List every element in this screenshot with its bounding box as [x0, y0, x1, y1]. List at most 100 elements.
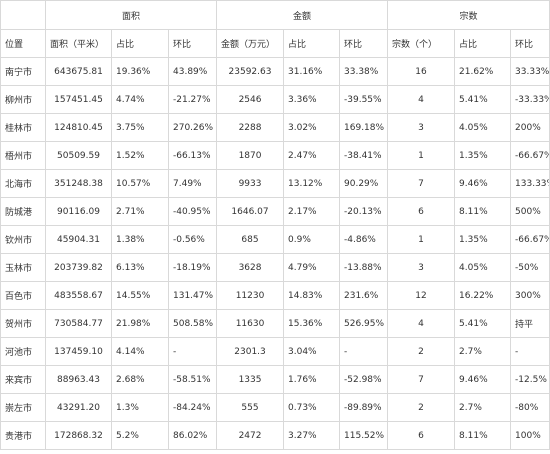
value-cell: 9933 — [216, 169, 285, 198]
value-cell: 3 — [387, 253, 456, 282]
table-row: 百色市 483558.67 14.55% 131.47% 11230 14.83% 231.… — [0, 281, 550, 310]
value-cell: -13.88% — [339, 253, 389, 282]
value-cell: 33.33% — [510, 57, 550, 86]
value-cell: -4.86% — [339, 225, 389, 254]
value-cell: -58.51% — [167, 365, 218, 394]
value-cell: -39.55% — [339, 85, 389, 114]
value-cell: 1.52% — [111, 141, 169, 170]
value-cell: -66.67% — [510, 225, 550, 254]
value-cell: 50509.59 — [45, 141, 112, 170]
value-cell: 1646.07 — [216, 197, 285, 226]
header-amount: 金额（万元） — [216, 29, 285, 58]
value-cell: 4.05% — [454, 113, 512, 142]
value-cell: -12.5% — [510, 365, 550, 394]
value-cell: 500% — [510, 197, 550, 226]
value-cell: 526.95% — [339, 309, 389, 338]
value-cell: 270.26% — [167, 113, 218, 142]
header-area-change: 环比 — [167, 29, 218, 58]
group-header-amount: 金额 — [216, 0, 389, 30]
value-cell: -66.67% — [510, 141, 550, 170]
value-cell: 351248.38 — [45, 169, 112, 198]
city-cell: 防城港 — [0, 197, 46, 226]
header-count-share: 占比 — [454, 29, 512, 58]
table-row: 北海市 351248.38 10.57% 7.49% 9933 13.12% 90.29% 7… — [0, 169, 550, 198]
city-cell: 崇左市 — [0, 393, 46, 422]
value-cell: 23592.63 — [216, 57, 285, 86]
value-cell: 1.35% — [454, 141, 512, 170]
value-cell: 5.41% — [454, 85, 512, 114]
value-cell: 0.9% — [283, 225, 341, 254]
city-cell: 柳州市 — [0, 85, 46, 114]
city-cell: 贺州市 — [0, 309, 46, 338]
value-cell: -21.27% — [167, 85, 218, 114]
header-area-share: 占比 — [111, 29, 169, 58]
value-cell: 2 — [387, 337, 456, 366]
value-cell: 157451.45 — [45, 85, 112, 114]
value-cell: 1.3% — [111, 393, 169, 422]
value-cell: 16.22% — [454, 281, 512, 310]
table-row: 梧州市 50509.59 1.52% -66.13% 1870 2.47% -38.41% 1… — [0, 141, 550, 170]
value-cell: 90.29% — [339, 169, 389, 198]
city-cell: 贵港市 — [0, 421, 46, 450]
value-cell: 3.36% — [283, 85, 341, 114]
value-cell: 169.18% — [339, 113, 389, 142]
value-cell: 7 — [387, 365, 456, 394]
value-cell: -38.41% — [339, 141, 389, 170]
value-cell: 3.02% — [283, 113, 341, 142]
value-cell: 6 — [387, 421, 456, 450]
value-cell: - — [510, 337, 550, 366]
header-count-change: 环比 — [510, 29, 550, 58]
value-cell: -66.13% — [167, 141, 218, 170]
value-cell: 持平 — [510, 309, 550, 338]
value-cell: 3.27% — [283, 421, 341, 450]
table-row: 来宾市 88963.43 2.68% -58.51% 1335 1.76% -52.98% 7… — [0, 365, 550, 394]
value-cell: 3 — [387, 113, 456, 142]
value-cell: 643675.81 — [45, 57, 112, 86]
table-row: 防城港 90116.09 2.71% -40.95% 1646.07 2.17% -20.1… — [0, 197, 550, 226]
table-row: 玉林市 203739.82 6.13% -18.19% 3628 4.79% -13.88%… — [0, 253, 550, 282]
value-cell: 2.17% — [283, 197, 341, 226]
city-cell: 来宾市 — [0, 365, 46, 394]
value-cell: 100% — [510, 421, 550, 450]
value-cell: 16 — [387, 57, 456, 86]
value-cell: 86.02% — [167, 421, 218, 450]
city-cell: 百色市 — [0, 281, 46, 310]
value-cell: 13.12% — [283, 169, 341, 198]
value-cell: 203739.82 — [45, 253, 112, 282]
value-cell: 2472 — [216, 421, 285, 450]
value-cell: 483558.67 — [45, 281, 112, 310]
corner-cell — [0, 0, 46, 30]
city-cell: 梧州市 — [0, 141, 46, 170]
value-cell: 4 — [387, 85, 456, 114]
value-cell: 12 — [387, 281, 456, 310]
value-cell: -50% — [510, 253, 550, 282]
value-cell: 3628 — [216, 253, 285, 282]
value-cell: 300% — [510, 281, 550, 310]
header-count: 宗数（个） — [387, 29, 456, 58]
value-cell: 4 — [387, 309, 456, 338]
value-cell: 2.7% — [454, 393, 512, 422]
value-cell: 2.71% — [111, 197, 169, 226]
value-cell: 3.04% — [283, 337, 341, 366]
table-row: 贺州市 730584.77 21.98% 508.58% 11630 15.36% 526.… — [0, 309, 550, 338]
value-cell: -0.56% — [167, 225, 218, 254]
value-cell: -40.95% — [167, 197, 218, 226]
value-cell: 2.7% — [454, 337, 512, 366]
value-cell: 1870 — [216, 141, 285, 170]
value-cell: 4.14% — [111, 337, 169, 366]
table-row: 河池市 137459.10 4.14% -2301.3 3.04% -2 2.7% - — [0, 337, 550, 366]
table-row: 崇左市 43291.20 1.3% -84.24% 555 0.73% -89.89% 2 2.… — [0, 393, 550, 422]
value-cell: 133.33% — [510, 169, 550, 198]
value-cell: 90116.09 — [45, 197, 112, 226]
value-cell: 4.05% — [454, 253, 512, 282]
value-cell: 200% — [510, 113, 550, 142]
value-cell: - — [339, 337, 389, 366]
value-cell: 8.11% — [454, 197, 512, 226]
value-cell: -33.33% — [510, 85, 550, 114]
value-cell: 1.38% — [111, 225, 169, 254]
value-cell: 5.2% — [111, 421, 169, 450]
value-cell: 88963.43 — [45, 365, 112, 394]
city-cell: 钦州市 — [0, 225, 46, 254]
value-cell: 1.35% — [454, 225, 512, 254]
